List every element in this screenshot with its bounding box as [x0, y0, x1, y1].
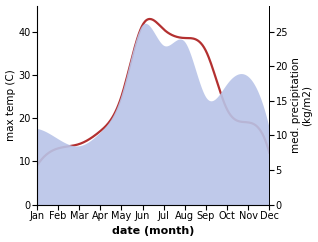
Y-axis label: med. precipitation
(kg/m2): med. precipitation (kg/m2): [291, 57, 313, 153]
Y-axis label: max temp (C): max temp (C): [5, 69, 16, 141]
X-axis label: date (month): date (month): [112, 227, 194, 236]
